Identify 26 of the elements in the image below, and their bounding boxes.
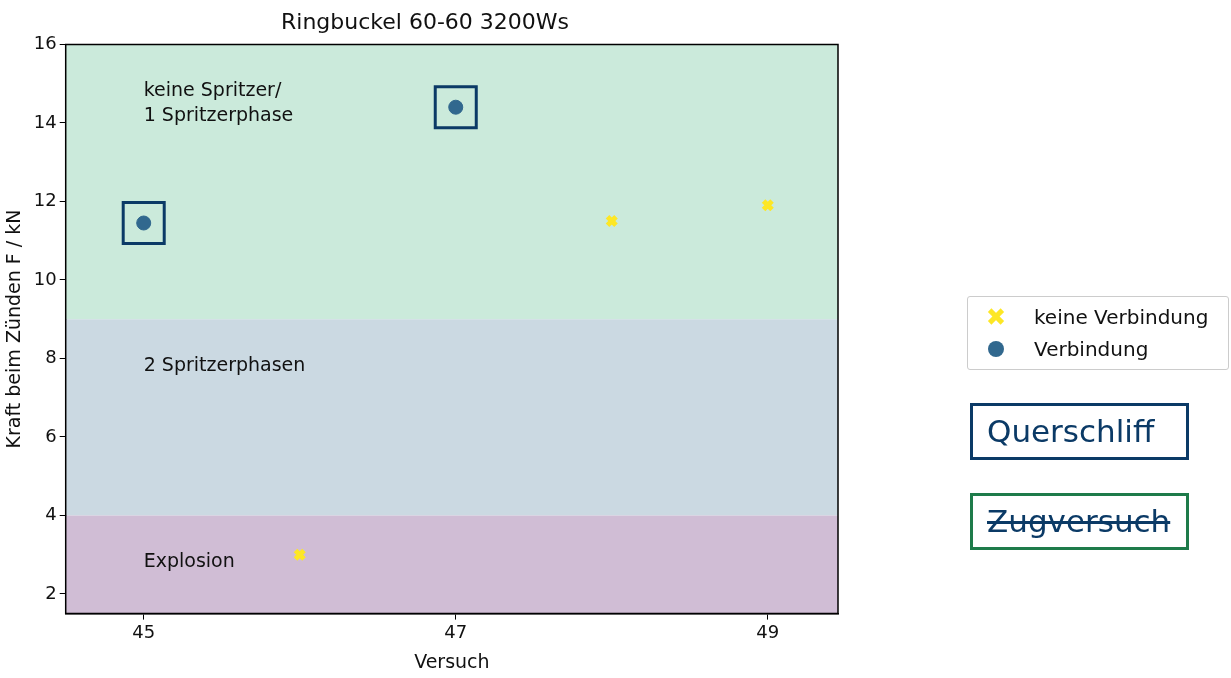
- x-tick-label: 49: [756, 621, 780, 643]
- y-tick-label: 6: [45, 424, 57, 446]
- point: [433, 85, 478, 130]
- y-tick-label: 14: [33, 110, 57, 132]
- y-tick-label: 10: [33, 267, 57, 289]
- y-tick-label: 12: [33, 189, 57, 211]
- legend-label: keine Verbindung: [1034, 305, 1209, 329]
- text: Zugversuch: [970, 493, 1189, 550]
- text: Querschliff: [970, 403, 1189, 460]
- band-label: Explosion: [143, 549, 235, 572]
- point: [121, 201, 166, 246]
- y-tick-label: 8: [45, 346, 57, 368]
- x-tick-label: 45: [132, 621, 156, 643]
- band-label: keine Spritzer/ 1 Spritzerphase: [143, 78, 294, 126]
- point: [292, 547, 307, 562]
- y-tick-label: 2: [45, 581, 57, 603]
- x-tick-label: 47: [444, 621, 468, 643]
- x-axis-title: Versuch: [414, 649, 490, 672]
- y-tick-label: 16: [33, 32, 57, 54]
- y-tick-label: 4: [45, 503, 57, 525]
- band-label: 2 Spritzerphasen: [143, 353, 306, 376]
- legend-label: Verbindung: [1034, 337, 1149, 361]
- point: [761, 198, 775, 213]
- y-axis-title: Kraft beim Zünden F / kN: [2, 209, 25, 449]
- point: [605, 214, 619, 228]
- chart-title: Ringbuckel 60-60 3200Ws: [280, 8, 570, 34]
